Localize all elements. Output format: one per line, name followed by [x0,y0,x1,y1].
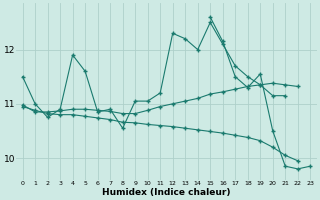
X-axis label: Humidex (Indice chaleur): Humidex (Indice chaleur) [102,188,231,197]
